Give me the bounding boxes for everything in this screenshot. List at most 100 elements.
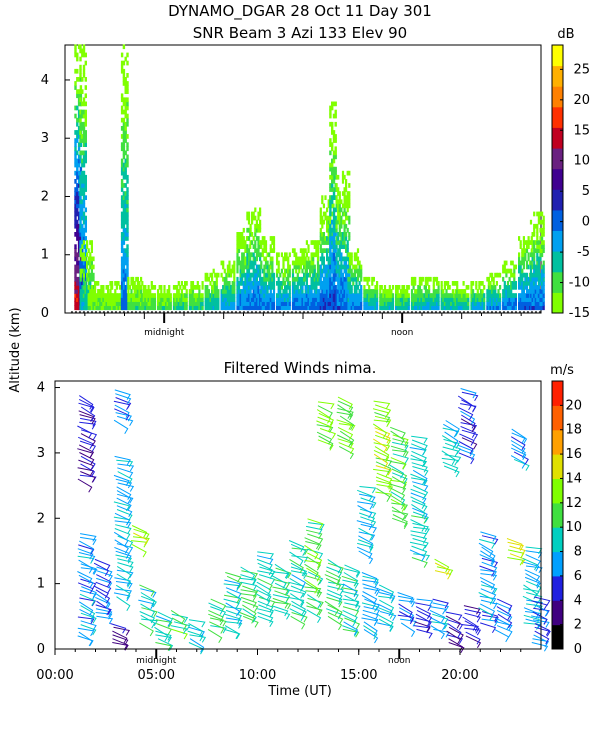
- wind-barb: [523, 561, 540, 572]
- snr-cell: [82, 191, 86, 196]
- snr-cell: [353, 305, 356, 311]
- snr-colorbar-swatch: [552, 230, 563, 252]
- snr-cell: [435, 276, 439, 282]
- snr-cell: [214, 272, 217, 278]
- snr-cell: [315, 297, 318, 302]
- snr-cell: [329, 138, 332, 143]
- snr-cell: [341, 211, 345, 217]
- wind-barb: [459, 448, 476, 460]
- snr-cell: [345, 195, 348, 200]
- figure-title: DYNAMO_DGAR 28 Oct 11 Day 301: [168, 2, 432, 21]
- wind-barb: [291, 612, 308, 623]
- snr-cell: [135, 276, 138, 282]
- snr-cell: [324, 195, 327, 200]
- wind-barb: [224, 579, 241, 589]
- snr-cell: [525, 264, 529, 270]
- snr-cell: [487, 276, 490, 282]
- wind-barb: [363, 621, 378, 637]
- wind-barb-group: [376, 584, 397, 633]
- snr-cell: [252, 276, 255, 282]
- snr-cell: [153, 285, 157, 290]
- snr-cell: [109, 297, 112, 302]
- snr-cell: [86, 301, 89, 306]
- snr-cell: [79, 64, 82, 70]
- snr-cell: [518, 281, 521, 286]
- wind-barb: [415, 617, 433, 628]
- snr-cell: [254, 281, 257, 286]
- wind-barb: [318, 435, 334, 449]
- snr-cell: [364, 301, 368, 306]
- snr-cell: [87, 268, 90, 274]
- snr-cell: [81, 236, 84, 241]
- wind-barb: [274, 609, 291, 620]
- snr-cell: [228, 264, 231, 270]
- snr-cell: [236, 232, 239, 237]
- wind-barb: [115, 584, 131, 599]
- snr-cell: [268, 272, 271, 278]
- wind-barb-group: [531, 596, 551, 652]
- snr-cell: [214, 289, 217, 294]
- snr-cell: [295, 293, 298, 298]
- snr-cell: [120, 117, 124, 123]
- snr-cell: [282, 281, 285, 286]
- snr-cell: [260, 244, 263, 249]
- wind-barb: [359, 512, 376, 524]
- snr-cell: [519, 285, 522, 290]
- snr-cell: [254, 256, 257, 262]
- snr-cell: [79, 142, 82, 147]
- snr-cell: [127, 276, 130, 282]
- snr-cell: [537, 276, 540, 282]
- snr-cell: [315, 301, 318, 306]
- snr-cell: [79, 272, 82, 278]
- snr-cell: [76, 293, 79, 298]
- snr-cell: [331, 297, 334, 302]
- wind-barb: [363, 628, 379, 644]
- snr-cell: [376, 297, 379, 302]
- snr-cell: [525, 305, 529, 311]
- snr-cell: [301, 301, 304, 306]
- snr-cell: [149, 301, 152, 306]
- snr-cell: [296, 289, 299, 294]
- snr-cell: [332, 187, 336, 192]
- snr-cell: [79, 97, 82, 103]
- snr-cell: [533, 305, 536, 311]
- snr-cell: [521, 281, 524, 286]
- wind-barb: [375, 476, 392, 489]
- snr-cell: [537, 281, 540, 286]
- snr-cell: [349, 305, 352, 311]
- snr-cell: [347, 305, 350, 311]
- snr-cell: [492, 305, 495, 311]
- wind-barb: [324, 600, 339, 616]
- snr-cell: [263, 276, 266, 282]
- snr-cell: [90, 260, 93, 266]
- snr-cell: [195, 285, 198, 290]
- snr-cell: [534, 297, 537, 302]
- snr-cell: [180, 281, 183, 286]
- snr-cell: [426, 301, 429, 306]
- snr-cell: [82, 158, 86, 164]
- wind-barb: [272, 597, 289, 609]
- snr-cell: [246, 260, 249, 266]
- snr-cell: [252, 215, 255, 221]
- snr-cell: [247, 289, 251, 294]
- snr-cell: [120, 179, 124, 184]
- snr-cell: [531, 244, 534, 249]
- snr-cell: [465, 305, 468, 311]
- snr-cell: [510, 305, 513, 311]
- snr-cell: [372, 293, 375, 298]
- snr-cell: [371, 301, 374, 306]
- snr-cell: [94, 301, 97, 306]
- snr-cell: [457, 297, 460, 302]
- snr-cell: [293, 293, 296, 298]
- snr-cell: [74, 68, 77, 74]
- snr-cell: [124, 183, 127, 188]
- snr-cell: [322, 248, 325, 253]
- snr-cell: [76, 121, 79, 127]
- snr-cell: [82, 211, 86, 217]
- snr-cell: [268, 281, 271, 286]
- snr-cell: [249, 252, 252, 258]
- wind-barb: [224, 594, 241, 604]
- wind-barb: [480, 588, 497, 601]
- snr-cell: [74, 203, 77, 209]
- snr-cell: [337, 207, 340, 213]
